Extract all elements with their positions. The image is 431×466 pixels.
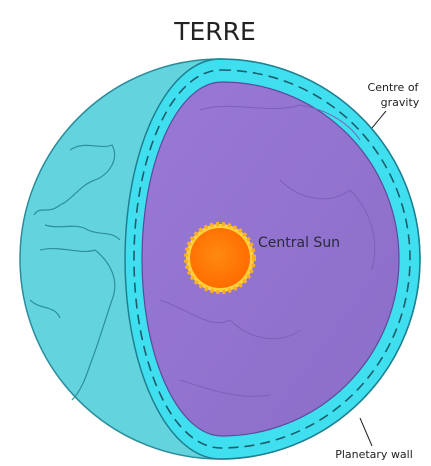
gravity-label: Centre of [368, 81, 420, 94]
leader-line [359, 417, 373, 447]
interior-continents [159, 104, 376, 397]
interior [141, 81, 400, 437]
central-sun-label: Central Sun [258, 235, 340, 251]
wall-label: Planetary wall [335, 448, 413, 461]
continents [29, 144, 121, 401]
title: TERRE [173, 17, 256, 46]
gravity-line [133, 69, 411, 449]
central-sun [190, 228, 250, 288]
gravity-label: gravity [381, 96, 420, 109]
leader-line [371, 110, 387, 129]
